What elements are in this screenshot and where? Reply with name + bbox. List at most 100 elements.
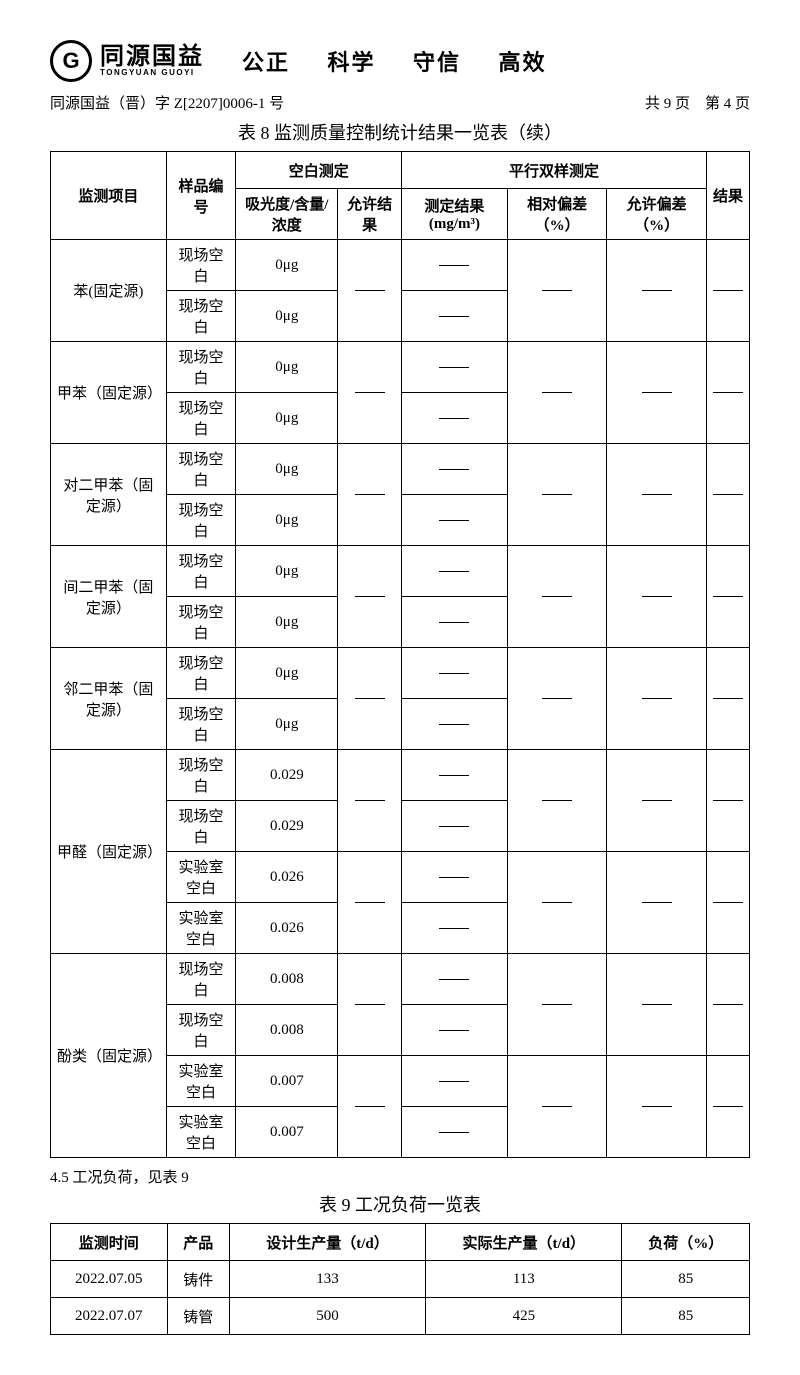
table-row: 对二甲苯（固定源）现场空白0μg (51, 444, 750, 495)
cell-val: 0.008 (236, 954, 338, 1005)
table-row: 邻二甲苯（固定源）现场空白0μg (51, 648, 750, 699)
cell-allow (338, 1056, 402, 1158)
cell-allow (338, 954, 402, 1056)
cell-val: 0.007 (236, 1056, 338, 1107)
th-reldev: 相对偏差（%） (507, 189, 607, 240)
cell-sample: 实验室空白 (166, 1056, 236, 1107)
cell-item: 甲醛（固定源） (51, 750, 167, 954)
cell-date: 2022.07.05 (51, 1261, 168, 1298)
th-sample: 样品编号 (166, 152, 236, 240)
doc-id: 同源国益（晋）字 Z[2207]0006-1 号 (50, 92, 284, 113)
t9-h3: 设计生产量（t/d） (229, 1224, 425, 1261)
cell-item: 苯(固定源) (51, 240, 167, 342)
cell-val: 0μg (236, 546, 338, 597)
cell-meas (402, 750, 508, 801)
cell-meas (402, 1107, 508, 1158)
cell-val: 0μg (236, 393, 338, 444)
cell-meas (402, 291, 508, 342)
cell-sample: 实验室空白 (166, 903, 236, 954)
table9: 监测时间 产品 设计生产量（t/d） 实际生产量（t/d） 负荷（%） 2022… (50, 1223, 750, 1335)
cell-meas (402, 444, 508, 495)
cell-reldev (507, 648, 607, 750)
cell-reldev (507, 852, 607, 954)
cell-allowdev (607, 342, 707, 444)
cell-allowdev (607, 750, 707, 852)
table-row: 苯(固定源)现场空白0μg (51, 240, 750, 291)
cell-allow (338, 546, 402, 648)
cell-sample: 现场空白 (166, 699, 236, 750)
t9-h2: 产品 (167, 1224, 229, 1261)
t9-h1: 监测时间 (51, 1224, 168, 1261)
cell-sample: 实验室空白 (166, 852, 236, 903)
cell-val: 0μg (236, 342, 338, 393)
doc-id-row: 同源国益（晋）字 Z[2207]0006-1 号 共 9 页 第 4 页 (50, 92, 750, 113)
cell-meas (402, 801, 508, 852)
table-row: 2022.07.05铸件13311385 (51, 1261, 750, 1298)
cell-item: 甲苯（固定源） (51, 342, 167, 444)
cell-reldev (507, 342, 607, 444)
cell-allowdev (607, 648, 707, 750)
cell-val: 0.029 (236, 801, 338, 852)
cell-val: 0.029 (236, 750, 338, 801)
cell-sample: 现场空白 (166, 342, 236, 393)
th-allowdev: 允许偏差（%） (607, 189, 707, 240)
company-name-block: 同源国益 TONGYUAN GUOYI (100, 45, 204, 77)
cell-item: 间二甲苯（固定源） (51, 546, 167, 648)
cell-allowdev (607, 852, 707, 954)
cell-date: 2022.07.07 (51, 1298, 168, 1335)
t9-h4: 实际生产量（t/d） (426, 1224, 622, 1261)
cell-allow (338, 444, 402, 546)
cell-result (706, 240, 749, 342)
cell-result (706, 750, 749, 852)
cell-val: 0μg (236, 495, 338, 546)
company-motto: 公正 科学 守信 高效 (242, 45, 577, 77)
cell-val: 0.026 (236, 903, 338, 954)
cell-product: 铸件 (167, 1261, 229, 1298)
cell-result (706, 342, 749, 444)
cell-meas (402, 903, 508, 954)
cell-allow (338, 240, 402, 342)
page-number: 共 9 页 第 4 页 (645, 92, 750, 113)
cell-val: 0μg (236, 444, 338, 495)
cell-result (706, 954, 749, 1056)
cell-sample: 现场空白 (166, 240, 236, 291)
t9-h5: 负荷（%） (622, 1224, 750, 1261)
table-row: 甲醛（固定源）现场空白0.029 (51, 750, 750, 801)
cell-meas (402, 342, 508, 393)
cell-design: 133 (229, 1261, 425, 1298)
cell-result (706, 648, 749, 750)
cell-reldev (507, 750, 607, 852)
cell-val: 0μg (236, 648, 338, 699)
cell-allow (338, 342, 402, 444)
cell-meas (402, 852, 508, 903)
cell-allowdev (607, 1056, 707, 1158)
cell-val: 0μg (236, 699, 338, 750)
cell-sample: 现场空白 (166, 291, 236, 342)
cell-val: 0μg (236, 240, 338, 291)
cell-sample: 现场空白 (166, 546, 236, 597)
cell-reldev (507, 546, 607, 648)
cell-meas (402, 597, 508, 648)
th-blank-group: 空白测定 (236, 152, 402, 189)
cell-reldev (507, 240, 607, 342)
cell-actual: 113 (426, 1261, 622, 1298)
cell-allowdev (607, 546, 707, 648)
table9-title: 表 9 工况负荷一览表 (50, 1191, 750, 1217)
th-allow1: 允许结果 (338, 189, 402, 240)
page-header: G 同源国益 TONGYUAN GUOYI 公正 科学 守信 高效 (50, 40, 750, 82)
cell-allow (338, 750, 402, 852)
cell-sample: 现场空白 (166, 495, 236, 546)
cell-val: 0μg (236, 597, 338, 648)
cell-sample: 现场空白 (166, 1005, 236, 1056)
cell-meas (402, 699, 508, 750)
cell-meas (402, 1005, 508, 1056)
table-row: 间二甲苯（固定源）现场空白0μg (51, 546, 750, 597)
cell-meas (402, 954, 508, 1005)
th-result: 结果 (706, 152, 749, 240)
cell-allow (338, 852, 402, 954)
cell-result (706, 444, 749, 546)
cell-sample: 现场空白 (166, 648, 236, 699)
company-name-en: TONGYUAN GUOYI (100, 69, 204, 77)
th-item: 监测项目 (51, 152, 167, 240)
th-abs: 吸光度/含量/浓度 (236, 189, 338, 240)
